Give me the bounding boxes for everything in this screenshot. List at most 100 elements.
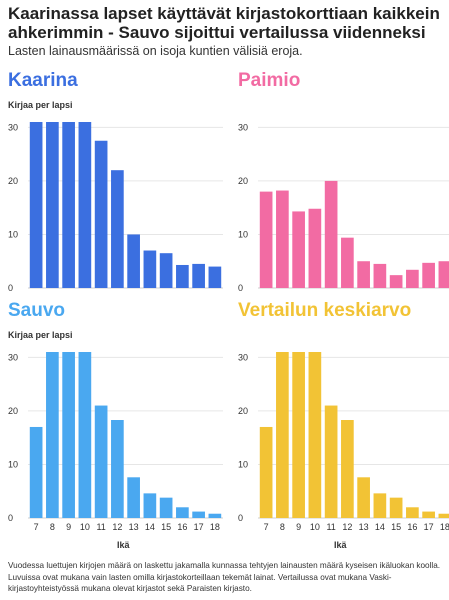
y-tick-label: 0 <box>238 513 243 523</box>
bar <box>94 140 108 288</box>
bar <box>208 266 222 288</box>
bar <box>159 253 173 288</box>
bar <box>292 352 305 518</box>
x-tick-label: 9 <box>296 522 301 532</box>
y-axis-label: Kirjaa per lapsi <box>8 100 73 110</box>
bar <box>276 352 289 518</box>
footnote: Vuodessa luettujen kirjojen määrä on las… <box>8 561 441 593</box>
bar <box>29 426 43 518</box>
x-tick-label: 12 <box>112 522 122 532</box>
bar <box>389 275 403 288</box>
page-subtitle: Lasten lainausmäärissä on isoja kuntien … <box>8 44 303 58</box>
bar <box>62 122 75 288</box>
bar-chart: 0 10 20 30 7 8 9 10 11 12 13 14 15 16 17 18 <box>238 352 449 532</box>
bar <box>357 477 370 518</box>
x-tick-label: 15 <box>161 522 171 532</box>
bar <box>192 263 205 288</box>
bar <box>192 511 205 518</box>
x-tick-label: 7 <box>264 522 269 532</box>
x-tick-label: 18 <box>210 522 220 532</box>
x-tick-label: 8 <box>50 522 55 532</box>
chart-panel-vertailun-keskiarvo: Vertailun keskiarvo 0 10 20 30 7 8 9 10 11 12 13 14… <box>238 300 449 532</box>
bar <box>422 511 435 518</box>
bar <box>62 352 75 518</box>
x-tick-label: 14 <box>145 522 155 532</box>
y-tick-label: 10 <box>238 459 248 469</box>
y-axis-label: Kirjaa per lapsi <box>8 330 73 340</box>
bar <box>438 513 449 518</box>
panel-title: Paimio <box>238 70 301 91</box>
bar <box>308 208 322 288</box>
bar <box>308 352 322 518</box>
x-tick-label: 13 <box>359 522 369 532</box>
x-tick-label: 10 <box>310 522 320 532</box>
y-tick-label: 30 <box>238 352 248 362</box>
x-tick-label: 16 <box>177 522 187 532</box>
bar <box>159 497 173 518</box>
y-tick-label: 10 <box>8 229 18 239</box>
bar <box>111 170 124 288</box>
bar <box>406 269 419 288</box>
x-tick-label: 12 <box>342 522 352 532</box>
bar <box>438 261 449 288</box>
panel-title: Sauvo <box>8 300 66 321</box>
bar <box>176 507 189 518</box>
bar <box>292 211 305 288</box>
bar <box>341 237 354 288</box>
bar <box>46 122 59 288</box>
bar <box>176 264 189 288</box>
bar <box>389 497 403 518</box>
bar <box>324 405 338 518</box>
y-tick-label: 30 <box>8 352 18 362</box>
page-title: Kaarinassa lapset käyttävät kirjastokort… <box>8 4 440 42</box>
bar <box>259 191 273 288</box>
x-tick-label: 8 <box>280 522 285 532</box>
bar <box>127 477 140 518</box>
y-tick-label: 30 <box>238 122 248 132</box>
y-tick-label: 10 <box>8 459 18 469</box>
panel-title: Kaarina <box>8 70 78 91</box>
y-tick-label: 10 <box>238 229 248 239</box>
bar <box>208 513 222 518</box>
x-axis-label: Ikä <box>117 540 130 550</box>
bar <box>341 420 354 518</box>
bar <box>373 263 387 288</box>
bar <box>422 262 435 288</box>
x-tick-label: 17 <box>194 522 204 532</box>
bar <box>29 122 43 288</box>
bar <box>143 250 157 288</box>
bar <box>143 493 157 518</box>
chart-panel-paimio: Paimio 0 10 20 30 <box>238 70 449 293</box>
x-tick-label: 17 <box>424 522 434 532</box>
panel-title: Vertailun keskiarvo <box>238 300 412 321</box>
x-tick-label: 7 <box>34 522 39 532</box>
y-tick-label: 20 <box>238 176 248 186</box>
bar <box>94 405 108 518</box>
bar-chart: 0 10 20 30 7 8 9 10 11 12 13 14 15 16 17 18 <box>8 352 223 532</box>
x-tick-label: 10 <box>80 522 90 532</box>
bar <box>276 190 289 288</box>
x-tick-label: 9 <box>66 522 71 532</box>
bar <box>357 261 370 288</box>
bar <box>78 122 92 288</box>
bar <box>373 493 387 518</box>
y-tick-label: 20 <box>238 406 248 416</box>
y-tick-label: 30 <box>8 122 18 132</box>
y-tick-label: 0 <box>8 283 13 293</box>
y-tick-label: 0 <box>238 283 243 293</box>
bar <box>324 180 338 288</box>
x-tick-label: 13 <box>129 522 139 532</box>
x-axis-label: Ikä <box>334 540 347 550</box>
x-tick-label: 16 <box>407 522 417 532</box>
bar-chart: 0 10 20 30 <box>238 122 449 293</box>
bar <box>111 420 124 518</box>
bar <box>127 234 140 288</box>
y-tick-label: 0 <box>8 513 13 523</box>
bar <box>259 426 273 518</box>
chart-panel-sauvo: Sauvo Kirjaa per lapsi 0 10 20 30 7 8 9 10 11 12 1… <box>8 300 233 532</box>
chart-panel-kaarina: Kaarina Kirjaa per lapsi 0 10 20 30 <box>8 70 233 293</box>
bar <box>46 352 59 518</box>
bar <box>78 352 92 518</box>
x-tick-label: 14 <box>375 522 385 532</box>
y-tick-label: 20 <box>8 406 18 416</box>
